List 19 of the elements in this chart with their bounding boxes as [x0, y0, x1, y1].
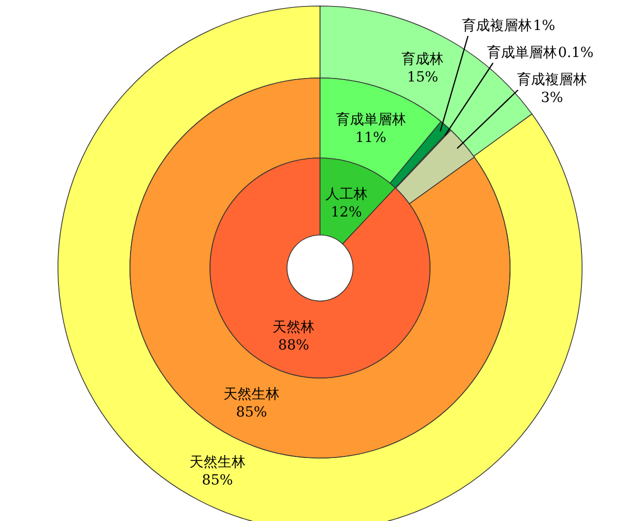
label-leader: 育成複層林 3% — [456, 72, 587, 149]
slice-label: 育成単層林 — [487, 44, 557, 61]
data-label: 3% — [540, 90, 564, 106]
slice-label: 育成複層林 — [462, 17, 532, 34]
slice-label: 育成林 — [402, 50, 444, 68]
slice-label: 天然生林 — [189, 454, 246, 470]
data-label: 11% — [355, 130, 386, 146]
data-label: 88% — [278, 337, 310, 354]
slice-label: 育成複層林 — [517, 71, 587, 88]
data-label: 85% — [202, 472, 233, 488]
slice-label: 育成単層林 — [336, 110, 406, 128]
data-label: 15% — [407, 70, 438, 86]
data-label: 0.1% — [558, 45, 594, 61]
data-label: 12% — [330, 204, 362, 221]
slice-label: 人工林 — [325, 186, 368, 203]
data-label: 1% — [533, 18, 556, 34]
slice-label: 天然生林 — [224, 386, 280, 402]
data-label: 85% — [236, 404, 268, 420]
slice-label: 天然林 — [272, 319, 315, 336]
